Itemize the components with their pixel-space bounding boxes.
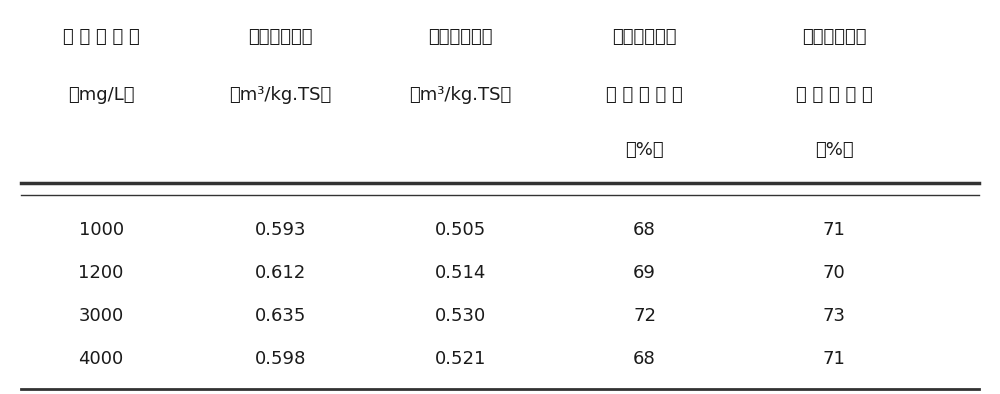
Text: 芒果渣发酵中: 芒果渣发酵中	[612, 28, 677, 46]
Text: 甲 烷 百 分 比: 甲 烷 百 分 比	[796, 86, 872, 104]
Text: 68: 68	[633, 221, 656, 239]
Text: 0.530: 0.530	[434, 307, 486, 325]
Text: 芒果渣发酵中: 芒果渣发酵中	[802, 28, 866, 46]
Text: （m³/kg.TS）: （m³/kg.TS）	[409, 86, 511, 104]
Text: 70: 70	[823, 264, 845, 282]
Text: 4000: 4000	[78, 350, 124, 368]
Text: 71: 71	[823, 350, 846, 368]
Text: 1200: 1200	[78, 264, 124, 282]
Text: 菠萝渣产气率: 菠萝渣产气率	[428, 28, 492, 46]
Text: （%）: （%）	[815, 141, 853, 159]
Text: 0.505: 0.505	[434, 221, 486, 239]
Text: 甲 烷 百 分 比: 甲 烷 百 分 比	[606, 86, 683, 104]
Text: （mg/L）: （mg/L）	[68, 86, 134, 104]
Text: 0.593: 0.593	[255, 221, 306, 239]
Text: 3000: 3000	[78, 307, 124, 325]
Text: 芒果渣产气率: 芒果渣产气率	[248, 28, 313, 46]
Text: 0.612: 0.612	[255, 264, 306, 282]
Text: 68: 68	[633, 350, 656, 368]
Text: 氨 态 氮 浓 度: 氨 态 氮 浓 度	[63, 28, 139, 46]
Text: 71: 71	[823, 221, 846, 239]
Text: 73: 73	[823, 307, 846, 325]
Text: 1000: 1000	[79, 221, 124, 239]
Text: 72: 72	[633, 307, 656, 325]
Text: 0.521: 0.521	[434, 350, 486, 368]
Text: 0.635: 0.635	[255, 307, 306, 325]
Text: （m³/kg.TS）: （m³/kg.TS）	[229, 86, 332, 104]
Text: 69: 69	[633, 264, 656, 282]
Text: 0.598: 0.598	[255, 350, 306, 368]
Text: 0.514: 0.514	[434, 264, 486, 282]
Text: （%）: （%）	[625, 141, 664, 159]
